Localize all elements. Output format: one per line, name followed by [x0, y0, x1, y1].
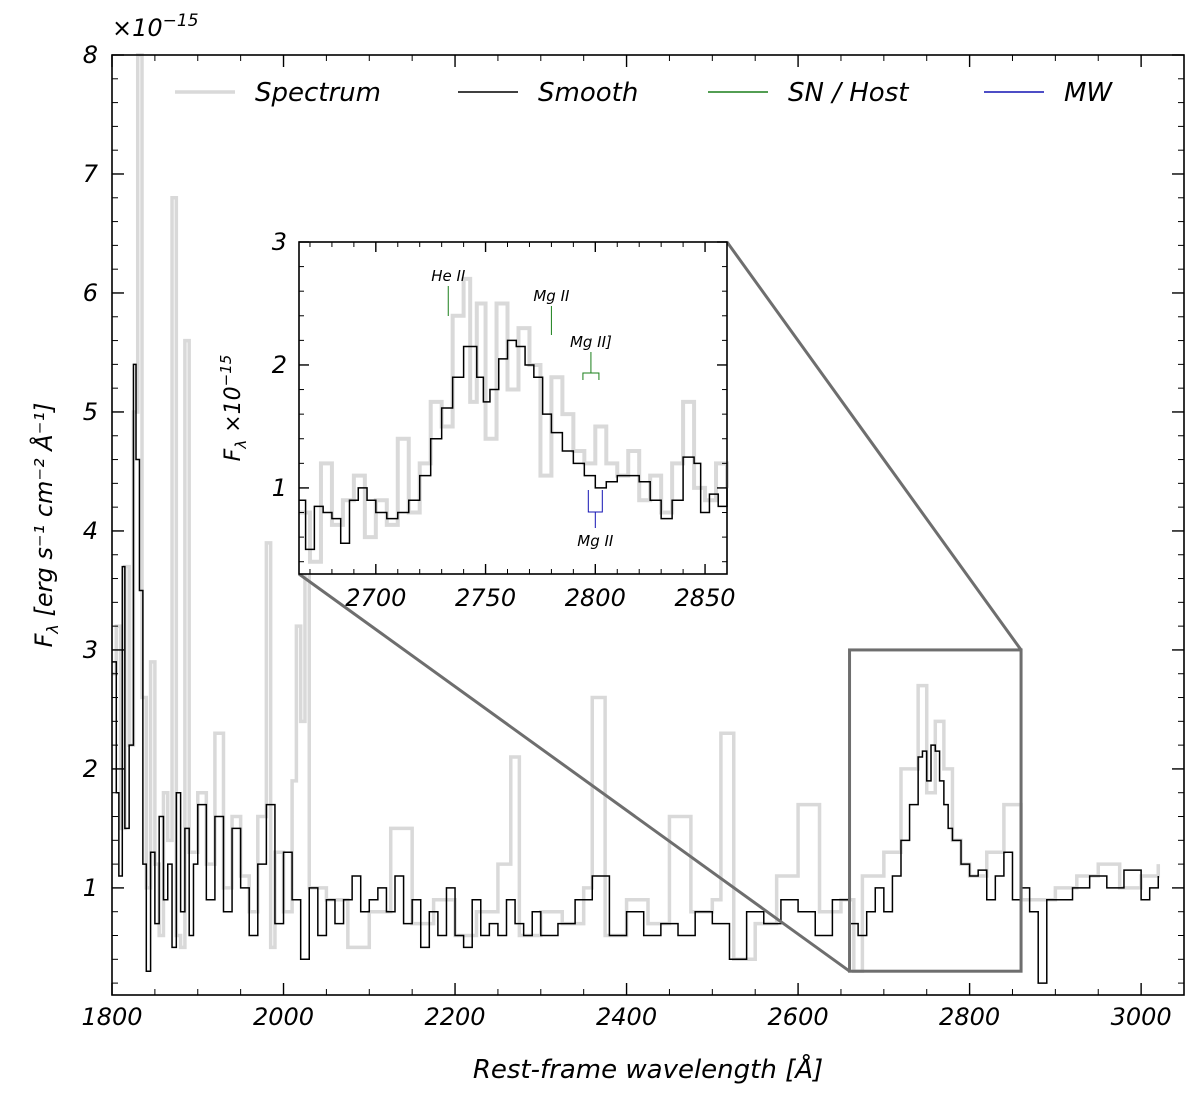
- y-tick-label: 3: [83, 636, 98, 664]
- y-tick-label: 4: [83, 517, 98, 545]
- y-scale-exponent: −15: [163, 11, 199, 31]
- zoom-connector-bottom: [298, 572, 851, 973]
- legend-label: MW: [1064, 78, 1113, 108]
- x-tick-label: 2200: [425, 1003, 486, 1031]
- y-tick-label: 5: [83, 398, 98, 426]
- inset-background: [299, 242, 727, 574]
- inset-y-tick-label: 3: [272, 228, 287, 256]
- x-tick-label: 1800: [81, 1003, 142, 1031]
- inset-y-label-subscript: λ: [232, 440, 250, 450]
- inset-y-tick-label: 2: [272, 351, 287, 379]
- inset-x-tick-label: 2850: [675, 584, 736, 612]
- y-scale-multiplier: ×10−15: [112, 11, 199, 42]
- legend-label: Spectrum: [255, 78, 381, 108]
- x-axis-label: Rest-frame wavelength [Å]: [473, 1053, 823, 1085]
- inset-x-tick-label: 2750: [455, 584, 516, 612]
- y-tick-label: 2: [83, 755, 98, 783]
- y-tick-label: 1: [83, 874, 98, 902]
- y-tick-label: 6: [83, 279, 98, 307]
- mg-ii-doublet-marker: [582, 352, 600, 380]
- x-tick-label: 2800: [939, 1003, 1000, 1031]
- inset-y-label-exponent: −15: [217, 355, 235, 387]
- inset-x-tick-label: 2700: [345, 584, 406, 612]
- inset-plot-frame: [298, 241, 728, 575]
- inset-line-identifications: He II Mg II Mg II] Mg II: [431, 267, 614, 550]
- inset-series-spectrum-line: [299, 276, 729, 564]
- y-axis-label: Fλ [erg s⁻¹ cm⁻² Å⁻¹]: [29, 403, 62, 648]
- y-tick-label: 7: [83, 160, 99, 188]
- mw-mg-ii-label: Mg II: [577, 532, 614, 550]
- y-label-subscript: λ: [43, 624, 62, 634]
- y-label-units: [erg s⁻¹ cm⁻² Å⁻¹]: [29, 403, 58, 624]
- series-smooth-line: [112, 363, 1160, 984]
- x-tick-label: 3000: [1111, 1003, 1172, 1031]
- main-plot-frame: [111, 54, 1185, 996]
- y-label-text: F: [30, 632, 58, 647]
- mw-mg-ii-marker: [587, 490, 603, 528]
- x-tick-label: 2400: [596, 1003, 657, 1031]
- main-plot: 1800 2000 2200 2400 2600 2800 3000 1 2 3 4 5 6 7 8: [81, 41, 1185, 1031]
- x-tick-label: 2600: [768, 1003, 829, 1031]
- mg-ii-doublet-label: Mg II]: [570, 333, 612, 351]
- chart-legend: Spectrum Smooth SN / Host MW: [175, 78, 1113, 108]
- x-tick-label: 2000: [253, 1003, 314, 1031]
- he-ii-label: He II: [431, 267, 466, 285]
- zoom-indicator: [298, 241, 1023, 973]
- legend-label: SN / Host: [788, 78, 909, 108]
- inset-series-smooth-line: [299, 339, 728, 551]
- inset-y-label-scale: ×10: [221, 386, 246, 439]
- y-scale-base: ×10: [112, 14, 163, 42]
- inset-y-axis-label: Fλ ×10−15: [217, 355, 250, 462]
- zoom-box: [848, 648, 1023, 973]
- inset-y-label-text: F: [221, 448, 246, 461]
- y-tick-label: 8: [83, 41, 98, 69]
- inset-series-group: [299, 276, 729, 564]
- main-tick-group: 1800 2000 2200 2400 2600 2800 3000 1 2 3 4 5 6 7 8: [81, 41, 1185, 1031]
- main-series-group: [112, 53, 1161, 984]
- legend-label: Smooth: [538, 78, 638, 108]
- inset-y-tick-label: 1: [272, 474, 287, 502]
- mg-ii-label: Mg II: [533, 287, 570, 305]
- inset-tick-group: 2700 2750 2800 2850 1 2 3: [272, 228, 736, 612]
- zoom-connector-top: [725, 241, 1023, 651]
- inset-x-tick-label: 2800: [565, 584, 626, 612]
